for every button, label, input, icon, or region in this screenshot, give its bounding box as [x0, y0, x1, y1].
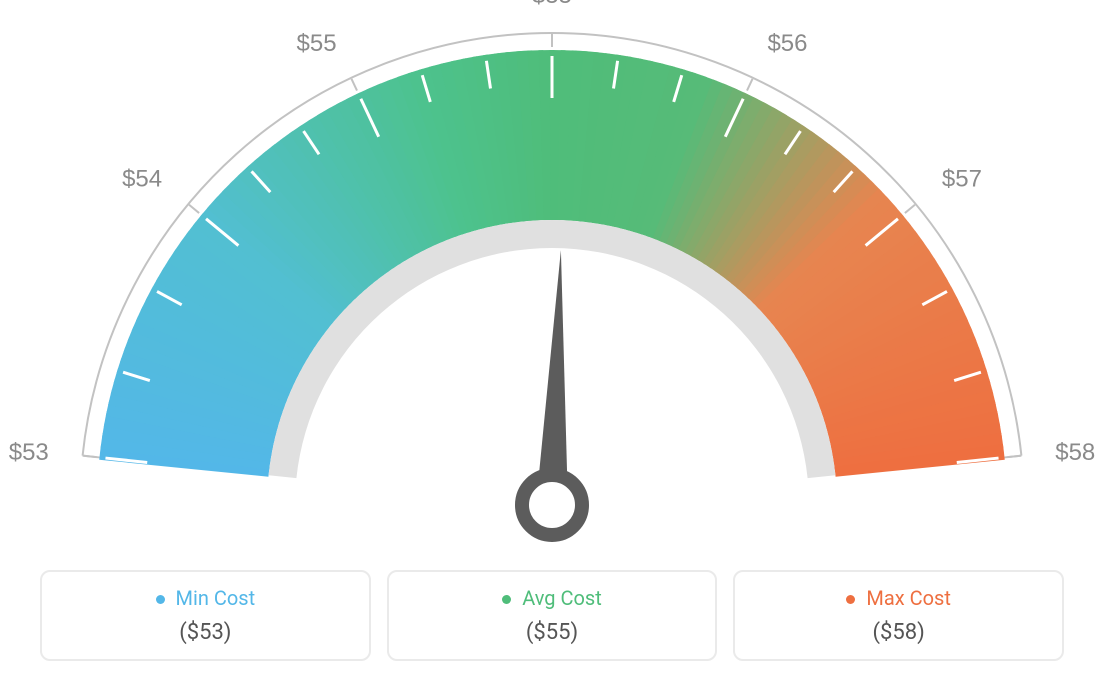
legend-min: Min Cost ($53) [40, 570, 371, 661]
legend-min-label: Min Cost [176, 586, 256, 610]
legend-avg-title: Avg Cost [389, 586, 716, 610]
legend-avg-label: Avg Cost [522, 586, 602, 610]
svg-text:$54: $54 [122, 165, 162, 192]
legend-min-value: ($53) [42, 620, 369, 645]
legend-max-dot [846, 595, 855, 604]
legend-row: Min Cost ($53) Avg Cost ($55) Max Cost (… [0, 570, 1104, 661]
legend-min-dot [156, 595, 165, 604]
legend-max-value: ($58) [735, 620, 1062, 645]
legend-avg-value: ($55) [389, 620, 716, 645]
svg-text:$55: $55 [297, 30, 337, 57]
svg-text:$53: $53 [9, 439, 49, 466]
svg-text:$58: $58 [1055, 439, 1095, 466]
legend-max: Max Cost ($58) [733, 570, 1064, 661]
legend-max-label: Max Cost [866, 586, 951, 610]
gauge-chart: $53 $54 $55 $55 $56 $57 $58 [0, 0, 1104, 570]
svg-text:$57: $57 [942, 165, 982, 192]
svg-text:$55: $55 [532, 0, 572, 9]
cost-gauge-widget: $53 $54 $55 $55 $56 $57 $58 Min Cost ($53) Avg… [0, 0, 1104, 690]
legend-avg: Avg Cost ($55) [387, 570, 718, 661]
legend-min-title: Min Cost [42, 586, 369, 610]
gauge-svg: $53 $54 $55 $55 $56 $57 $58 [0, 0, 1104, 570]
legend-max-title: Max Cost [735, 586, 1062, 610]
legend-avg-dot [502, 595, 511, 604]
svg-text:$56: $56 [767, 30, 807, 57]
